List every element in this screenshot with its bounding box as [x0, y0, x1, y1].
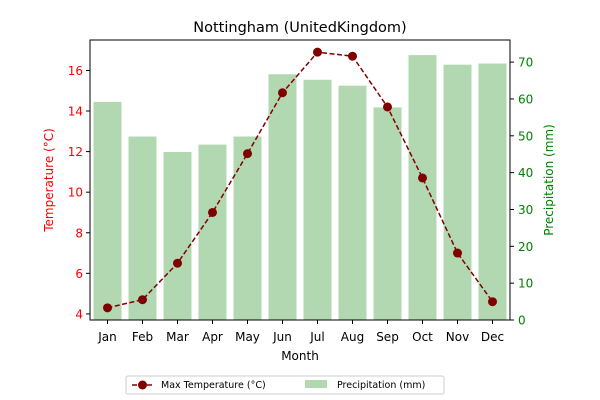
precipitation-bar	[443, 64, 472, 321]
precipitation-bar	[373, 107, 402, 320]
legend-bar-swatch	[305, 380, 327, 388]
left-y-tick-label: 16	[68, 64, 83, 78]
left-y-tick-label: 14	[68, 105, 83, 119]
precipitation-bar	[128, 136, 157, 320]
x-tick-label: Dec	[481, 330, 504, 344]
precipitation-bar	[268, 74, 297, 321]
legend: Max Temperature (°C) Precipitation (mm)	[125, 375, 445, 395]
left-y-axis: 4 6 8 10 12 14 16	[68, 64, 90, 321]
precipitation-bar	[93, 101, 122, 320]
temperature-point	[138, 295, 147, 305]
precipitation-bar	[233, 136, 262, 320]
right-y-axis-label: Precipitation (mm)	[542, 124, 556, 236]
temperature-point	[383, 102, 392, 112]
x-tick-label: Sep	[376, 330, 399, 344]
plot-frame	[89, 39, 511, 321]
right-y-tick-label: 70	[518, 56, 533, 70]
chart-title: Nottingham (UnitedKingdom)	[193, 20, 406, 36]
temperature-point	[348, 51, 357, 61]
temperature-point	[453, 248, 462, 258]
x-axis: Jan Feb Mar Apr May Jun Jul Aug Sep Oct Nov Dec	[97, 320, 504, 344]
left-y-tick-label: 10	[68, 186, 83, 200]
x-tick-label: Jan	[97, 330, 117, 344]
left-y-tick-label: 4	[75, 307, 83, 321]
temperature-point	[173, 258, 182, 268]
left-y-tick-label: 8	[75, 226, 83, 240]
temperature-point	[418, 173, 427, 183]
right-y-tick-label: 0	[518, 314, 526, 328]
legend-label-temperature: Max Temperature (°C)	[161, 380, 266, 391]
left-y-axis-label: Temperature (°C)	[42, 128, 56, 233]
x-tick-label: May	[235, 330, 260, 344]
x-tick-label: Jul	[309, 330, 324, 344]
legend-label-precipitation: Precipitation (mm)	[337, 380, 425, 391]
temperature-point	[488, 297, 497, 307]
legend-marker-swatch	[138, 380, 147, 390]
temperature-point	[313, 47, 322, 57]
precipitation-bar	[198, 144, 227, 320]
precipitation-bar	[338, 85, 367, 321]
x-tick-label: Oct	[412, 330, 433, 344]
x-tick-label: Nov	[446, 330, 469, 344]
temperature-point	[208, 207, 217, 217]
right-y-tick-label: 50	[518, 129, 533, 143]
precipitation-bar	[303, 79, 332, 320]
x-tick-label: Feb	[132, 330, 153, 344]
x-axis-label: Month	[281, 349, 319, 363]
right-y-tick-label: 40	[518, 166, 533, 180]
precipitation-bar	[163, 152, 192, 320]
left-y-tick-label: 12	[68, 145, 83, 159]
precipitation-bars	[93, 55, 507, 321]
temperature-point	[103, 303, 112, 313]
right-y-tick-label: 30	[518, 203, 533, 217]
precipitation-bar	[478, 63, 507, 320]
precipitation-bar	[408, 55, 437, 321]
left-y-tick-label: 6	[75, 267, 83, 281]
temperature-line-series	[103, 47, 497, 313]
x-tick-label: Jun	[272, 330, 292, 344]
right-y-tick-label: 60	[518, 92, 533, 106]
right-y-tick-label: 10	[518, 277, 533, 291]
temperature-line	[107, 51, 494, 309]
legend-frame	[125, 375, 445, 395]
temperature-point	[243, 149, 252, 159]
temperature-point	[278, 88, 287, 98]
x-tick-label: Aug	[341, 330, 364, 344]
right-y-axis: 0 10 20 30 40 50 60 70	[510, 56, 533, 328]
x-tick-label: Apr	[202, 330, 223, 344]
right-y-tick-label: 20	[518, 240, 533, 254]
x-tick-label: Mar	[166, 330, 189, 344]
